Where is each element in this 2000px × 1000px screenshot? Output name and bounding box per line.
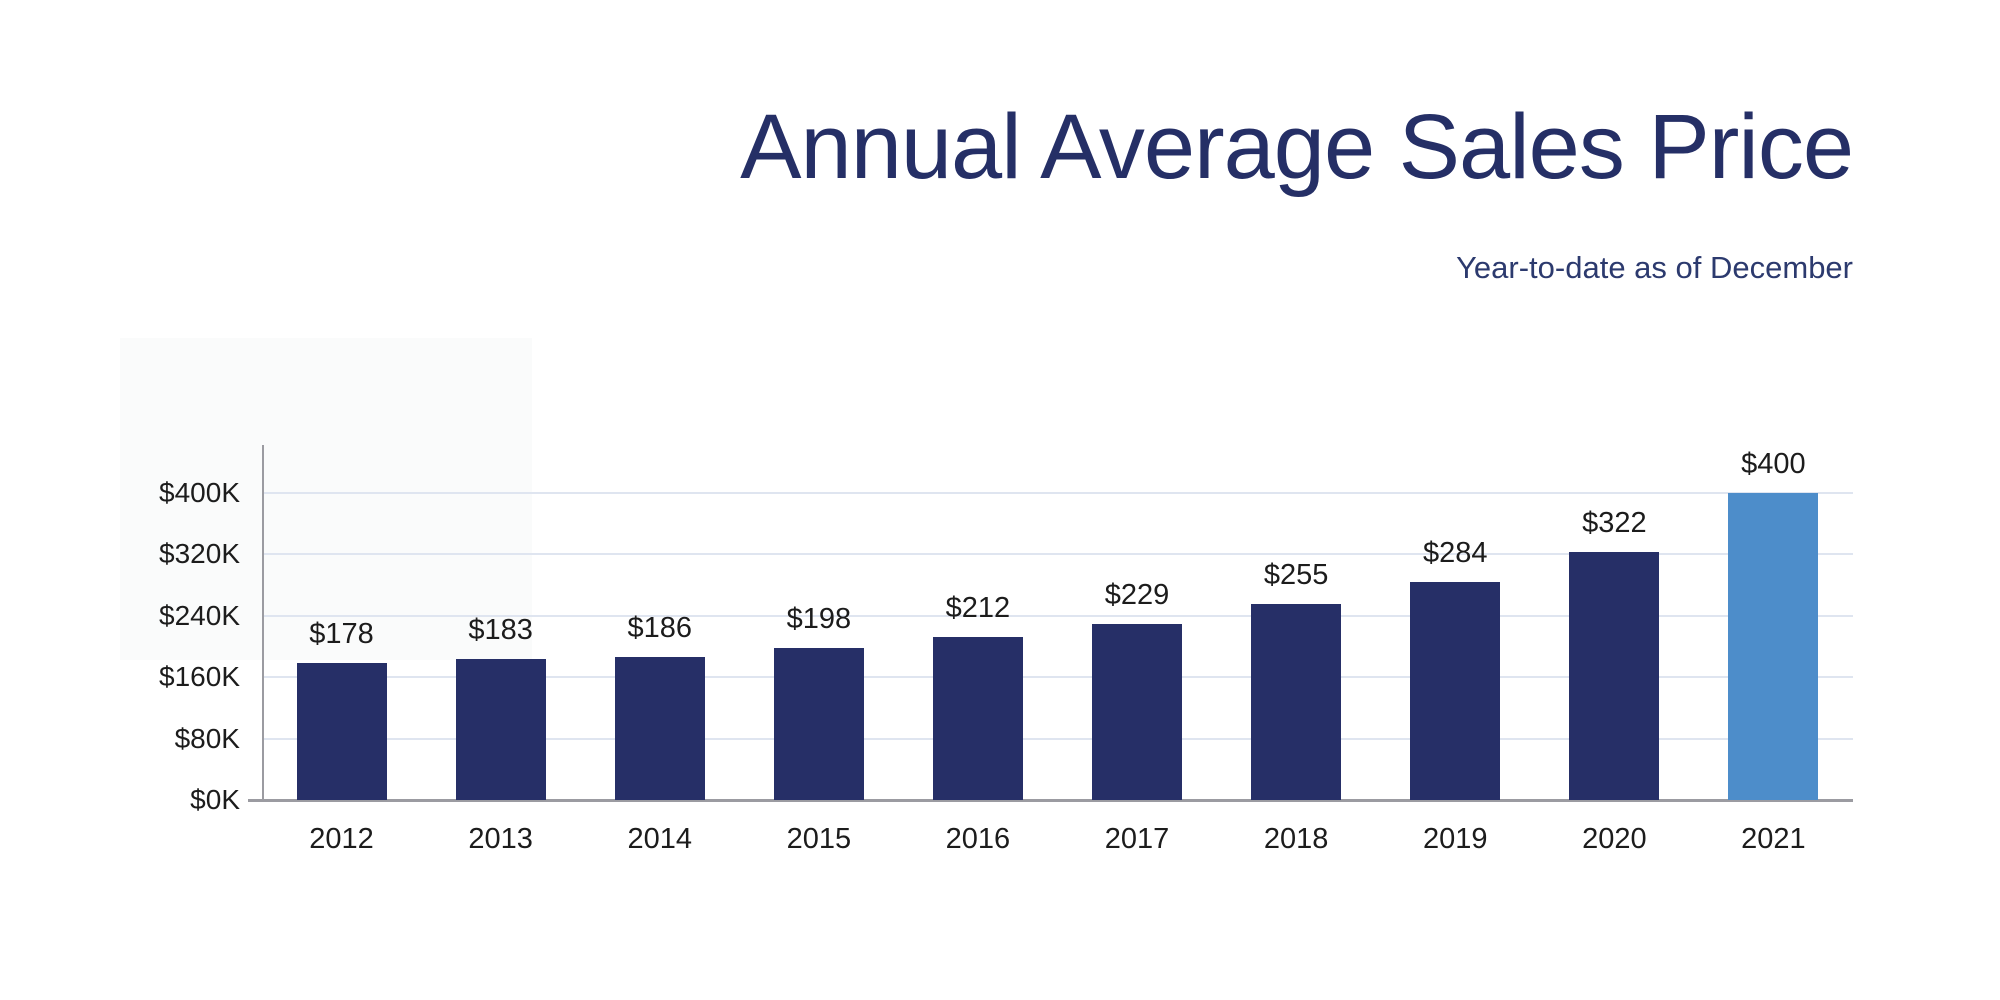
bar-2013 — [455, 659, 546, 800]
gridline-$320K — [262, 553, 1853, 555]
bar-value-label-2012: $178 — [309, 618, 374, 651]
bar-value-label-2018: $255 — [1263, 558, 1329, 591]
bar-2019 — [1410, 581, 1501, 800]
bar-value-label-2014: $186 — [627, 612, 692, 644]
gridline-$400K — [262, 491, 1853, 494]
ytick-label-$80K: $80K — [174, 722, 240, 754]
bar-2018 — [1251, 603, 1342, 800]
xtick-label-2012: 2012 — [309, 823, 374, 855]
bar-2012 — [296, 663, 387, 800]
chart-title: Annual Average Sales Price — [740, 96, 1854, 198]
bar-2017 — [1092, 623, 1183, 800]
gridline-$240K — [262, 614, 1853, 617]
bar-value-label-2015: $198 — [786, 602, 852, 635]
bar-value-label-2013: $183 — [468, 614, 533, 647]
bar-value-label-2019: $284 — [1422, 536, 1488, 569]
ytick-label-$320K: $320K — [159, 538, 240, 569]
xtick-label-2014: 2014 — [627, 823, 692, 855]
bar-2014 — [614, 657, 705, 800]
chart-subtitle: Year-to-date as of December — [1456, 250, 1853, 285]
faint-background-panel — [120, 338, 532, 660]
xtick-label-2020: 2020 — [1582, 823, 1647, 855]
ytick-label-$400K: $400K — [159, 476, 240, 508]
bar-2016 — [932, 637, 1023, 800]
bar-2021 — [1728, 492, 1819, 800]
y-axis-line — [262, 445, 264, 800]
xtick-label-2019: 2019 — [1422, 823, 1488, 855]
xtick-label-2015: 2015 — [786, 823, 852, 855]
bar-value-label-2021: $400 — [1741, 447, 1806, 480]
xtick-label-2021: 2021 — [1741, 823, 1806, 855]
bar-value-label-2020: $322 — [1582, 507, 1647, 540]
ytick-label-$160K: $160K — [159, 661, 240, 692]
ytick-label-$240K: $240K — [159, 599, 240, 631]
bar-value-label-2016: $212 — [945, 592, 1011, 625]
gridline-$80K — [262, 737, 1853, 740]
ytick-label-$0K: $0K — [190, 784, 240, 815]
xtick-label-2013: 2013 — [468, 823, 533, 855]
x-axis-baseline — [248, 799, 1853, 802]
xtick-label-2016: 2016 — [945, 823, 1011, 855]
xtick-label-2017: 2017 — [1104, 823, 1170, 855]
gridline-$160K — [262, 676, 1853, 678]
xtick-label-2018: 2018 — [1263, 823, 1329, 855]
bar-2015 — [773, 647, 864, 800]
bar-2020 — [1569, 552, 1660, 800]
bar-value-label-2017: $229 — [1104, 578, 1170, 611]
